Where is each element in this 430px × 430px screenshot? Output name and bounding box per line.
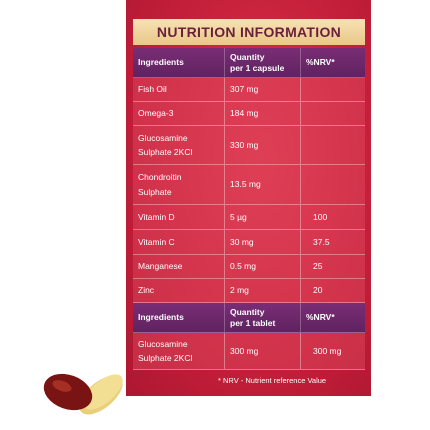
footnote: * NRV - Nutrient reference Value xyxy=(218,376,327,385)
table-row: Glucosamine Sulphate 2KCl 300 mg 300 mg xyxy=(133,333,365,370)
quantity: 0.5 mg xyxy=(230,261,256,272)
nrv: 20 xyxy=(313,285,323,296)
table-cell xyxy=(301,78,365,102)
table-cell: Vitamin D xyxy=(133,205,225,230)
header-row: Ingredients Quantity per 1 tablet %NRV* xyxy=(133,303,365,333)
ingredient: Glucosamine xyxy=(138,132,188,143)
table-cell: 0.5 mg xyxy=(225,255,301,279)
header-text: Quantity xyxy=(230,51,265,62)
table-cell: 300 mg xyxy=(301,333,365,370)
ingredient: Sulphate 2KCl xyxy=(138,147,193,157)
header-text: %NRV* xyxy=(306,57,335,68)
table-cell: %NRV* xyxy=(301,303,365,333)
quantity: 300 mg xyxy=(230,345,259,356)
ingredient: Zinc xyxy=(138,285,155,296)
table-cell: Omega-3 xyxy=(133,102,225,126)
table-cell: Ingredients xyxy=(133,303,225,333)
ingredient: Manganese xyxy=(138,261,183,272)
quantity: 307 mg xyxy=(230,84,259,95)
header-text: Ingredients xyxy=(138,57,184,68)
table-cell: 330 mg xyxy=(225,126,301,165)
table-cell: %NRV* xyxy=(301,48,365,78)
table-cell: Fish Oil xyxy=(133,78,225,102)
ingredient: Vitamin C xyxy=(138,236,175,247)
quantity: 2 mg xyxy=(230,285,249,296)
table-cell: Quantity per 1 tablet xyxy=(225,303,301,333)
table-cell: 37.5 xyxy=(301,230,365,255)
ingredient: Vitamin D xyxy=(138,211,175,222)
table-cell: 300 mg xyxy=(225,333,301,370)
table-cell: 13.5 mg xyxy=(225,165,301,205)
ingredient: Sulphate xyxy=(138,186,172,197)
table-cell: Zinc xyxy=(133,279,225,303)
table-cell: Manganese xyxy=(133,255,225,279)
table-cell: Glucosamine Sulphate 2KCl xyxy=(133,126,225,165)
nrv: 300 mg xyxy=(313,345,342,356)
table-cell: 30 mg xyxy=(225,230,301,255)
table-cell xyxy=(301,102,365,126)
ingredient: Chondroitin xyxy=(138,172,182,183)
table-row: Glucosamine Sulphate 2KCl 330 mg xyxy=(133,126,365,165)
quantity: 5 µg xyxy=(230,211,247,222)
table-row: Fish Oil 307 mg xyxy=(133,78,365,102)
quantity: 184 mg xyxy=(230,108,259,119)
table-cell: Ingredients xyxy=(133,48,225,78)
nrv: 37.5 xyxy=(313,236,330,247)
table-row: Manganese 0.5 mg 25 xyxy=(133,255,365,279)
table-row: Omega-3 184 mg xyxy=(133,102,365,126)
ingredient: Glucosamine xyxy=(138,338,188,349)
table-cell: 100 xyxy=(301,205,365,230)
table-cell: 2 mg xyxy=(225,279,301,303)
table-cell: Vitamin C xyxy=(133,230,225,255)
header-text: per 1 tablet xyxy=(230,317,276,328)
capsule-shine xyxy=(52,380,72,392)
quantity: 13.5 mg xyxy=(230,179,261,190)
table-cell: 184 mg xyxy=(225,102,301,126)
table-cell xyxy=(301,165,365,205)
title: NUTRITION INFORMATION xyxy=(133,19,365,45)
table-row: Chondroitin Sulphate 13.5 mg xyxy=(133,165,365,205)
quantity: 330 mg xyxy=(230,139,259,150)
table-cell xyxy=(301,126,365,165)
ingredient: Omega-3 xyxy=(138,108,174,119)
table-cell: Glucosamine Sulphate 2KCl xyxy=(133,333,225,370)
nrv: 100 xyxy=(313,211,328,222)
nrv: 25 xyxy=(313,261,323,272)
table-cell: Quantity per 1 capsule xyxy=(225,48,301,78)
table-row: Vitamin C 30 mg 37.5 xyxy=(133,230,365,255)
table-cell: 5 µg xyxy=(225,205,301,230)
table-row: Vitamin D 5 µg 100 xyxy=(133,205,365,230)
table-row: Zinc 2 mg 20 xyxy=(133,279,365,303)
ingredient: Fish Oil xyxy=(138,84,167,95)
header-text: Ingredients xyxy=(138,312,184,323)
table-cell: Chondroitin Sulphate xyxy=(133,165,225,205)
quantity: 30 mg xyxy=(230,236,254,247)
header-text: Quantity xyxy=(230,306,265,317)
table-cell: 25 xyxy=(301,255,365,279)
ingredient: Sulphate 2KCl xyxy=(138,353,193,363)
header-text: per 1 capsule xyxy=(230,62,285,73)
table-cell: 20 xyxy=(301,279,365,303)
header-text: %NRV* xyxy=(306,312,335,323)
table-cell: 307 mg xyxy=(225,78,301,102)
tablet-top xyxy=(83,374,123,410)
header-row: Ingredients Quantity per 1 capsule %NRV* xyxy=(133,48,365,78)
